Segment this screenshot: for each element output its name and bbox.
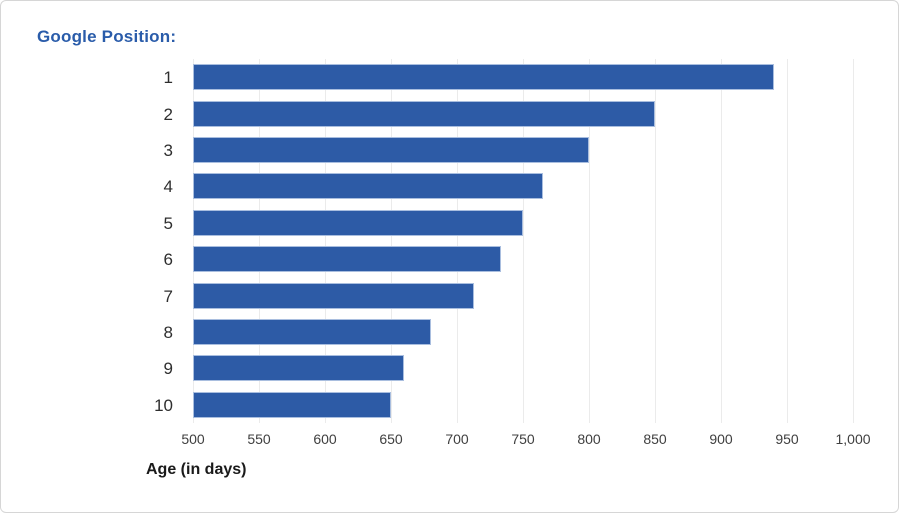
x-tick-label: 850 [643, 431, 667, 447]
bar-position-1 [193, 64, 774, 91]
x-tick-label: 550 [247, 431, 271, 447]
gridline [325, 59, 326, 423]
y-tick-label: 2 [163, 104, 173, 124]
gridline [391, 59, 392, 423]
gridline [721, 59, 722, 423]
bar-position-7 [193, 282, 475, 309]
x-tick-label: 500 [181, 431, 205, 447]
gridline [259, 59, 260, 423]
bar-position-2 [193, 100, 655, 127]
x-tick-label: 800 [577, 431, 601, 447]
y-tick-label: 1 [163, 68, 173, 88]
bar-position-9 [193, 355, 405, 382]
x-tick-label: 600 [313, 431, 337, 447]
gridline [523, 59, 524, 423]
gridline [457, 59, 458, 423]
y-tick-label: 5 [163, 213, 173, 233]
plot-area [193, 59, 854, 423]
bar-position-3 [193, 137, 589, 163]
gridline [787, 59, 788, 423]
bar-position-10 [193, 391, 391, 418]
gridline [853, 59, 854, 423]
y-tick-label: 7 [163, 286, 173, 306]
bar-position-6 [193, 246, 501, 273]
x-tick-label: 950 [775, 431, 799, 447]
y-tick-label: 4 [163, 177, 173, 197]
bar-position-5 [193, 209, 523, 236]
chart-title: Google Position: [37, 27, 177, 46]
x-tick-label: 750 [511, 431, 535, 447]
gridline [193, 59, 194, 423]
y-tick-label: 9 [163, 359, 173, 379]
y-axis-labels: 1 2 3 4 5 6 7 8 9 10 [1, 59, 173, 423]
x-axis-tick-labels: 500 550 600 650 700 750 800 850 900 950 1,000 [181, 431, 870, 451]
x-tick-label: 650 [379, 431, 403, 447]
y-tick-label: 10 [154, 395, 173, 415]
x-tick-label: 1,000 [835, 431, 871, 447]
gridline [655, 59, 656, 423]
y-tick-label: 3 [163, 141, 173, 160]
bar-position-4 [193, 173, 543, 200]
gridline [589, 59, 590, 423]
x-tick-label: 700 [445, 431, 469, 447]
y-tick-label: 6 [163, 250, 173, 270]
x-axis-title: Age (in days) [146, 461, 247, 478]
bar-position-8 [193, 319, 431, 345]
x-tick-label: 900 [709, 431, 733, 447]
y-tick-label: 8 [163, 323, 173, 342]
